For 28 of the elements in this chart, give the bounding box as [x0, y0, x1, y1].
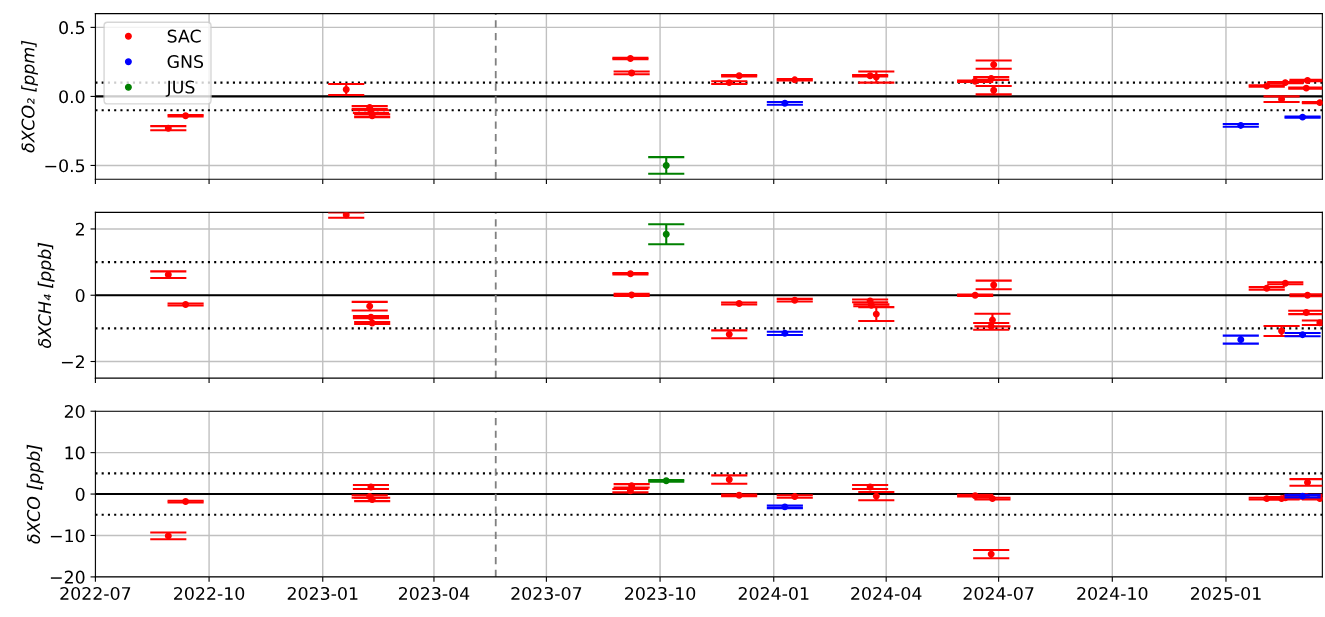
x-tick-label: 2023-04	[398, 586, 470, 601]
y-tick-label: −10	[50, 529, 85, 543]
y-tick-label: 0	[75, 487, 85, 501]
y-tick-label: 0.5	[59, 21, 85, 35]
y-tick-label: 0	[75, 288, 85, 303]
x-tick-label: 2022-07	[60, 586, 131, 601]
y-tick-label: −2	[61, 355, 84, 369]
x-tick-label: 2022-10	[174, 586, 245, 601]
y-tick-label: 10	[65, 446, 85, 460]
x-tick-label: 2024-07	[963, 586, 1034, 601]
legend-label: SAC	[167, 29, 201, 43]
x-tick-label: 2024-04	[851, 586, 922, 601]
legend-label: JUS	[165, 80, 195, 97]
y-tick-label: 2	[75, 222, 84, 236]
y-tick-label: 20	[64, 404, 85, 419]
x-tick-label: 2023-10	[625, 586, 696, 601]
x-tick-label: 2024-10	[1077, 586, 1148, 601]
x-tick-label: 2023-07	[511, 586, 582, 601]
x-tick-label: 2024-01	[738, 586, 809, 601]
x-tick-label: 2023-01	[287, 586, 358, 601]
y-axis-title: δXCO [ppb]	[26, 444, 44, 544]
y-tick-label: 0.0	[59, 90, 85, 104]
y-axis-title: δXCH₄ [ppb]	[37, 242, 55, 348]
y-tick-label: −0.5	[45, 159, 85, 173]
y-tick-label: −20	[50, 570, 85, 584]
x-tick-label: 2025-01	[1190, 586, 1261, 601]
legend-label: GNS	[167, 54, 204, 69]
y-axis-title: δXCO₂ [ppm]	[21, 40, 38, 153]
